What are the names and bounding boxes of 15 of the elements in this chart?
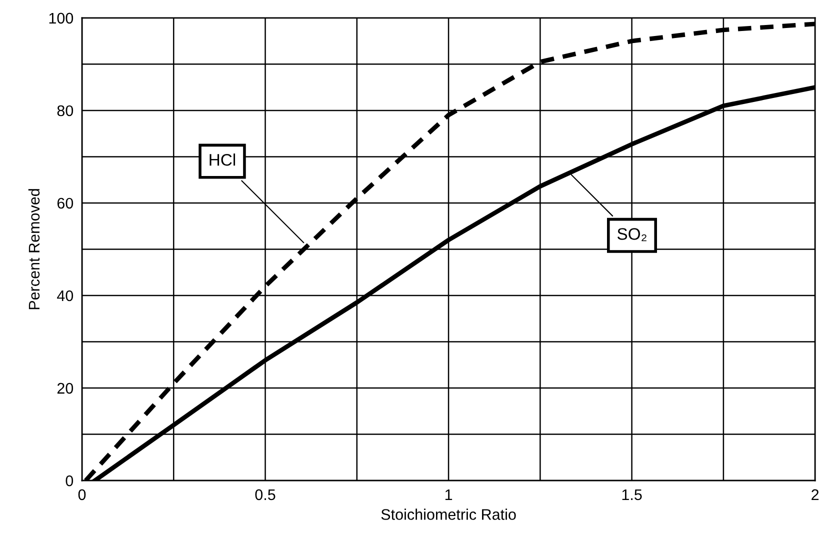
- y-tick-label: 40: [57, 290, 74, 302]
- annotation: SO₂: [617, 228, 646, 242]
- y-tick-label: 60: [57, 198, 74, 209]
- y-tick-label: 80: [57, 105, 74, 116]
- y-axis-title: Percent Removed: [28, 189, 40, 310]
- y-tick-label: 0: [66, 475, 74, 486]
- x-tick-label: 1: [445, 489, 452, 500]
- x-tick-label: 1.5: [622, 489, 642, 500]
- x-axis-title: Stoichiometric Ratio: [381, 508, 516, 520]
- x-tick-label: 0.5: [255, 489, 276, 500]
- x-tick-label: 2: [812, 489, 819, 500]
- x-tick-label: 0: [78, 489, 86, 500]
- annotation: HCl: [210, 154, 236, 166]
- y-tick-label: 20: [57, 382, 74, 394]
- y-tick-label: 100: [49, 12, 74, 24]
